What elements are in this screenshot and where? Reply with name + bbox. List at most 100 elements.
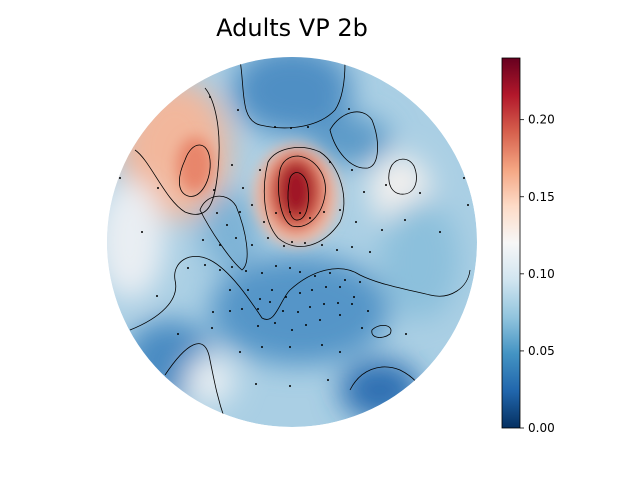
sensor-dot: [361, 327, 363, 329]
colorbar-tick-label: 0.15: [528, 190, 555, 204]
sensor-dot: [405, 333, 407, 335]
sensor-dot: [229, 310, 231, 312]
sensor-dot: [119, 177, 121, 179]
sensor-dot: [381, 229, 383, 231]
sensor-dot: [259, 169, 261, 171]
sensor-dot: [339, 286, 341, 288]
sensor-dot: [257, 325, 259, 327]
sensor-dot: [351, 169, 353, 171]
sensor-dot: [226, 224, 228, 226]
sensor-dot: [219, 244, 221, 246]
topomap-peak: [177, 137, 338, 245]
sensor-dot: [211, 327, 213, 329]
sensor-dot: [327, 379, 329, 381]
sensor-dot: [323, 211, 325, 213]
sensor-dot: [231, 266, 233, 268]
sensor-dot: [291, 241, 293, 243]
sensor-dot: [311, 289, 313, 291]
sensor-dot: [359, 281, 361, 283]
contour-lines: [129, 59, 471, 421]
colorbar-gradient: [501, 57, 521, 429]
sensor-dot: [363, 191, 365, 193]
sensor-dot: [439, 231, 441, 233]
sensor-dot: [329, 272, 331, 274]
sensor-dot: [329, 161, 331, 163]
sensor-dot: [325, 286, 327, 288]
sensor-dot: [319, 319, 321, 321]
sensor-dot: [259, 298, 261, 300]
chart-title: Adults VP 2b: [216, 14, 368, 42]
sensor-dot: [321, 344, 323, 346]
topomap-field: [107, 57, 460, 420]
sensor-dot: [348, 108, 350, 110]
sensor-dot: [251, 204, 253, 206]
sensor-dot: [271, 289, 273, 291]
sensor-dot: [242, 187, 244, 189]
sensor-dot: [239, 211, 241, 213]
sensor-dot: [187, 267, 189, 269]
sensor-dot: [263, 221, 265, 223]
sensor-dot: [336, 249, 338, 251]
sensor-dot: [231, 164, 233, 166]
sensor-dot: [351, 246, 353, 248]
sensor-dot: [307, 126, 309, 128]
sensor-dot: [309, 306, 311, 308]
sensor-dot: [274, 322, 276, 324]
sensor-dot: [323, 303, 325, 305]
sensor-dot: [229, 289, 231, 291]
sensor-dot: [404, 219, 406, 221]
sensor-dot: [257, 308, 259, 310]
colorbar: 0.00 0.05 0.10 0.15 0.20: [501, 57, 555, 435]
sensor-dot: [213, 189, 215, 191]
sensor-dot: [219, 269, 221, 271]
sensor-dot: [156, 295, 158, 297]
sensor-dot: [351, 303, 353, 305]
sensor-dot: [385, 184, 387, 186]
sensor-dot: [344, 279, 346, 281]
sensor-markers: [119, 96, 469, 387]
sensor-dot: [467, 204, 469, 206]
sensor-dot: [275, 265, 277, 267]
sensor-dot: [289, 346, 291, 348]
sensor-dot: [216, 212, 218, 214]
sensor-dot: [289, 267, 291, 269]
sensor-dot: [463, 177, 465, 179]
sensor-dot: [369, 251, 371, 253]
colorbar-tick-label: 0.20: [528, 113, 555, 127]
sensor-dot: [299, 271, 301, 273]
sensor-dot: [255, 383, 257, 385]
sensor-dot: [297, 311, 299, 313]
colorbar-tick-label: 0.10: [528, 267, 555, 281]
sensor-dot: [269, 301, 271, 303]
sensor-dot: [157, 187, 159, 189]
sensor-dot: [251, 244, 253, 246]
sensor-dot: [261, 272, 263, 274]
colorbar-tick-label: 0.05: [528, 344, 555, 358]
sensor-dot: [239, 351, 241, 353]
sensor-dot: [339, 209, 341, 211]
sensor-dot: [202, 239, 204, 241]
sensor-dot: [355, 221, 357, 223]
sensor-dot: [241, 308, 243, 310]
sensor-dot: [337, 302, 339, 304]
sensor-dot: [274, 126, 276, 128]
colorbar-tick-label: 0.00: [528, 421, 555, 435]
sensor-dot: [289, 211, 291, 213]
sensor-dot: [291, 329, 293, 331]
sensor-dot: [245, 270, 247, 272]
sensor-dot: [339, 351, 341, 353]
topomap: [107, 57, 477, 427]
sensor-dot: [290, 127, 292, 129]
sensor-dot: [204, 264, 206, 266]
sensor-dot: [339, 314, 341, 316]
sensor-dot: [237, 109, 239, 111]
sensor-dot: [282, 310, 284, 312]
sensor-dot: [321, 244, 323, 246]
sensor-dot: [261, 346, 263, 348]
sensor-dot: [283, 245, 285, 247]
sensor-dot: [247, 289, 249, 291]
sensor-dot: [353, 296, 355, 298]
sensor-dot: [305, 324, 307, 326]
sensor-dot: [267, 237, 269, 239]
sensor-dot: [299, 292, 301, 294]
